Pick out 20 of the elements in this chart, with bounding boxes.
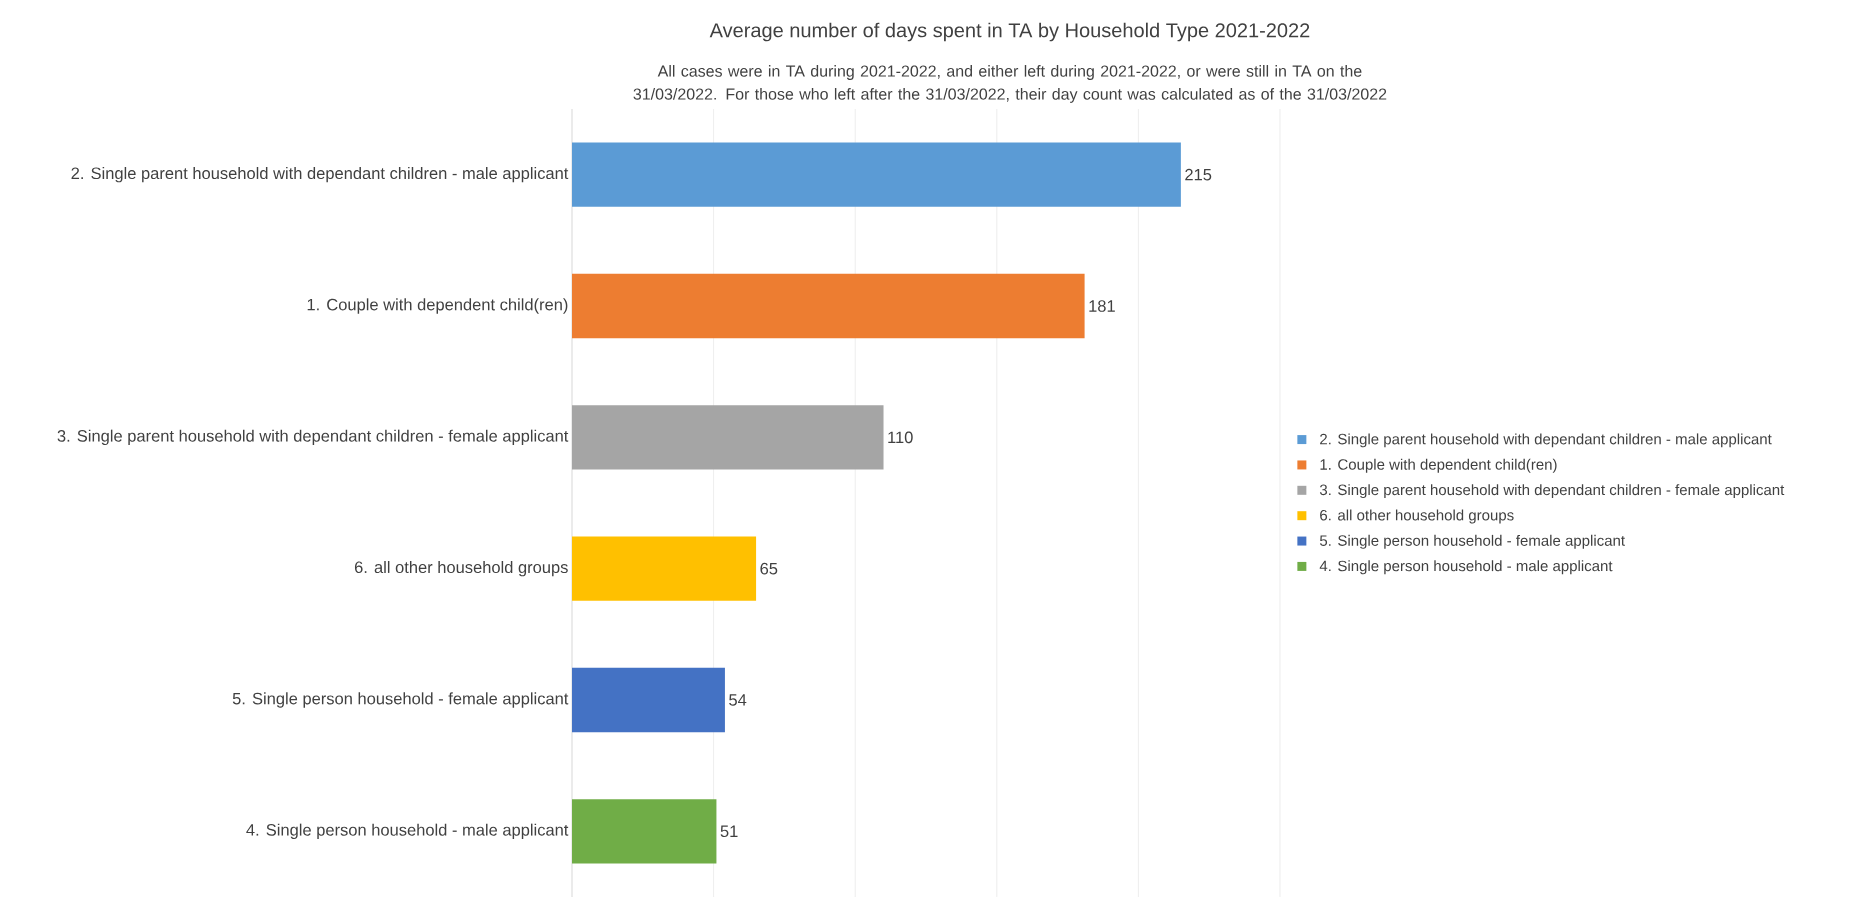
legend-label: 2. Single parent household with dependant children - male applicant — [1320, 433, 1772, 448]
data-label: 110 — [888, 431, 913, 444]
data-label: 215 — [1185, 168, 1212, 181]
legend-label: 3. Single parent household with dependant children - female applicant — [1319, 484, 1785, 499]
y-tick-label: 4. Single person household - male applicant — [246, 823, 569, 840]
legend-label: 4. Single person household - male applicant — [1319, 560, 1613, 575]
data-label: 51 — [720, 825, 738, 838]
y-tick-label: 2. Single parent household with dependant children - male applicant — [71, 166, 569, 183]
legend-label: 6. all other household groups — [1320, 509, 1514, 524]
data-label: 54 — [729, 694, 747, 706]
legend-label: 5. Single person household - female applicant — [1319, 534, 1625, 549]
chart-subtitle: All cases were in TA during 2021-2022, and either left during 2021-2022, or were still in TA on the 31/03/2022. For those who left after the 31/03/2022, their day count was calculated as of the 31/03/2022 — [633, 65, 1387, 103]
chart-title: Average number of days spent in TA by Household Type 2021-2022 — [709, 22, 1310, 42]
y-tick-label: 5. Single person household - female applicant — [232, 692, 569, 708]
y-tick-label: 3. Single parent household with dependant children - female applicant — [57, 429, 569, 446]
data-label: 181 — [1089, 300, 1115, 312]
legend-label: 1. Couple with dependent child(ren) — [1320, 458, 1557, 473]
y-tick-label: 6. all other household groups — [354, 560, 568, 577]
y-tick-label: 1. Couple with dependent child(ren) — [307, 298, 568, 314]
data-label: 65 — [760, 562, 778, 575]
